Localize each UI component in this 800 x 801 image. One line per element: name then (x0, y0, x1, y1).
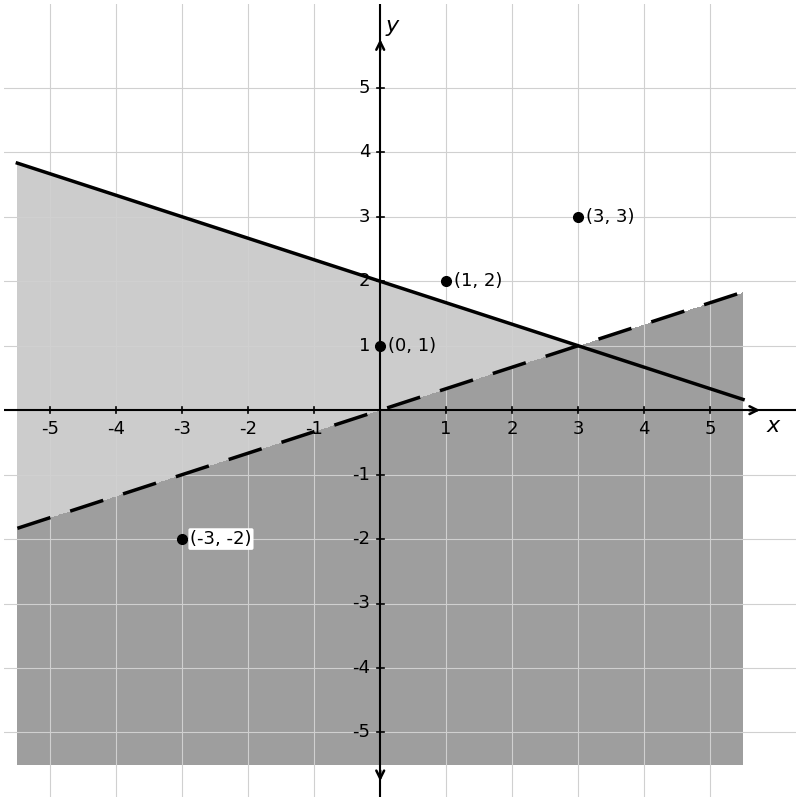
Text: 4: 4 (638, 420, 650, 438)
Text: (3, 3): (3, 3) (586, 207, 634, 226)
Text: 3: 3 (572, 420, 584, 438)
Text: (0, 1): (0, 1) (388, 336, 436, 355)
Text: (1, 2): (1, 2) (454, 272, 502, 290)
Text: -1: -1 (306, 420, 323, 438)
Text: 4: 4 (359, 143, 370, 161)
Text: 1: 1 (359, 336, 370, 355)
Text: -4: -4 (107, 420, 126, 438)
Text: -2: -2 (239, 420, 258, 438)
Text: -1: -1 (353, 465, 370, 484)
Text: -2: -2 (352, 530, 370, 548)
Text: x: x (766, 417, 779, 437)
Text: -4: -4 (352, 659, 370, 677)
Text: -3: -3 (352, 594, 370, 613)
Text: -5: -5 (42, 420, 59, 438)
Text: (-3, -2): (-3, -2) (190, 530, 252, 548)
Text: -3: -3 (174, 420, 191, 438)
Text: 5: 5 (704, 420, 716, 438)
Text: 1: 1 (441, 420, 452, 438)
Text: -5: -5 (352, 723, 370, 742)
Text: 2: 2 (359, 272, 370, 290)
Text: y: y (386, 16, 398, 36)
Text: 5: 5 (359, 79, 370, 97)
Text: 3: 3 (359, 207, 370, 226)
Text: 2: 2 (506, 420, 518, 438)
